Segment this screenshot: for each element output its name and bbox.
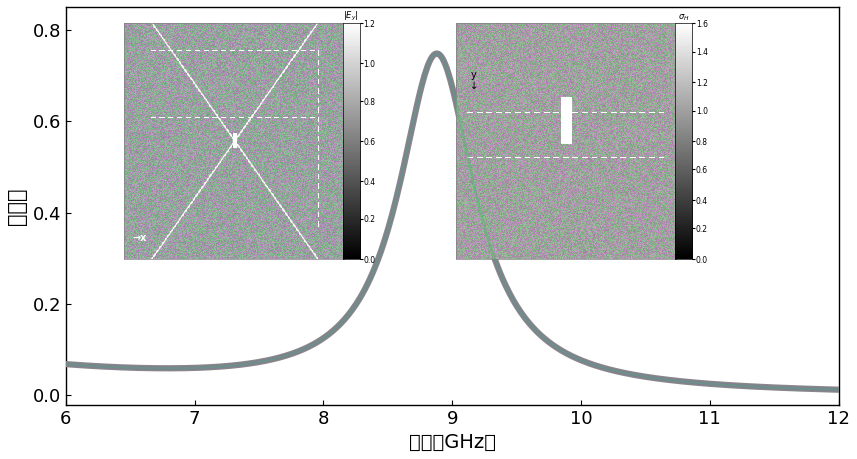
X-axis label: 频率（GHz）: 频率（GHz） (409, 433, 495, 452)
Y-axis label: 吸收率: 吸收率 (7, 187, 27, 224)
